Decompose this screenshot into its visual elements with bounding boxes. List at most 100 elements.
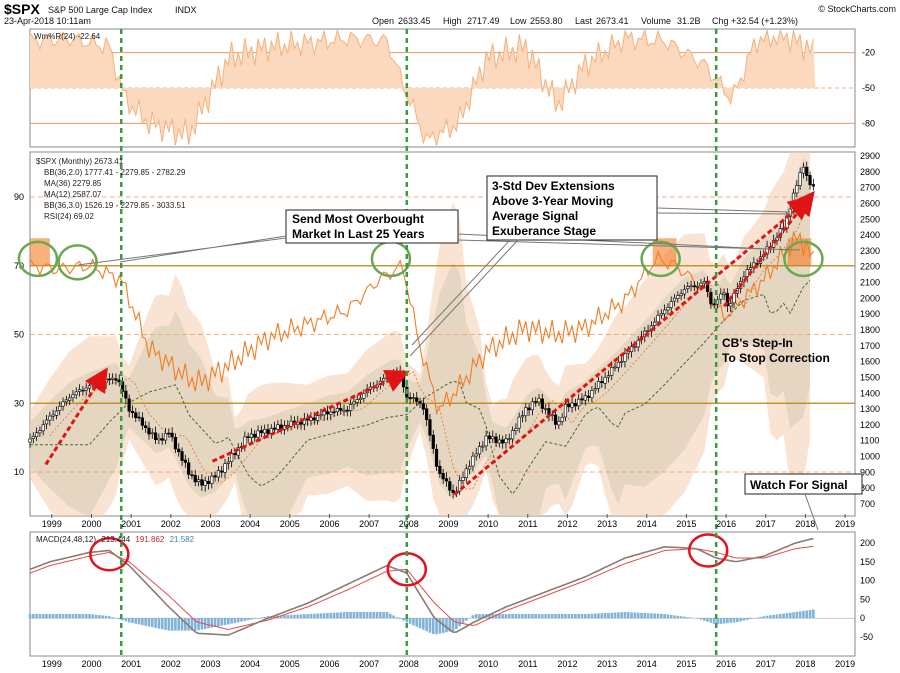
candle-body [299, 421, 303, 425]
candle-body [672, 297, 677, 302]
macd-hist-bar [607, 612, 610, 619]
macd-hist-bar [564, 614, 567, 619]
candle-body [177, 448, 181, 453]
index-name: S&P 500 Large Cap Index [48, 5, 153, 15]
macd-hist-bar [260, 617, 263, 619]
low-label: Low [510, 16, 527, 26]
macd-hist-bar [121, 618, 124, 621]
macd-hist-bar [167, 618, 171, 631]
macd-hist-bar [683, 616, 686, 619]
rsi-peak-circle [640, 240, 681, 278]
stockcharts-watermark: © StockCharts.com [818, 4, 896, 14]
year-tick-price: 2000 [81, 519, 101, 529]
candle-body [256, 430, 260, 438]
macd-hist-bar [279, 615, 283, 619]
candle-body [233, 453, 237, 456]
macd-hist-bar [669, 614, 673, 619]
year-tick-macd: 2011 [518, 659, 537, 669]
macd-hist-bar [676, 615, 680, 619]
last-label: Last [575, 16, 593, 26]
candle-body [418, 401, 422, 404]
year-tick-macd: 2004 [240, 659, 260, 669]
overbought-pointer [77, 235, 287, 266]
candle-body [606, 375, 611, 378]
candle-body [87, 385, 92, 389]
candle-body [173, 437, 178, 450]
trend-arrow [453, 195, 813, 496]
candle-body [150, 432, 154, 435]
candle-body [425, 408, 429, 421]
macd-hist-bar [590, 613, 594, 619]
macd-hist-bar [299, 614, 303, 619]
macd-hist-bar [574, 614, 577, 619]
macd-hist-bar [732, 618, 736, 623]
macd-hist-bar [395, 617, 399, 619]
candle-body [77, 389, 82, 392]
macd-hist-bar [765, 615, 769, 619]
macd-hist-bar [650, 613, 653, 619]
candle-body [765, 246, 769, 255]
macd-hist-bar [326, 613, 329, 619]
macd-hist-bar [170, 618, 174, 631]
year-tick-price: 2016 [716, 519, 736, 529]
candle-body [335, 408, 339, 413]
rsi-tick: 10 [14, 467, 24, 477]
candle-body [732, 292, 736, 304]
macd-hist-bar [316, 613, 319, 619]
macd-hist-bar [521, 614, 524, 619]
macd-hist-bar [610, 612, 614, 619]
macd-hist-bar [514, 614, 518, 619]
year-tick-price: 2003 [200, 519, 220, 529]
candle-body [573, 403, 577, 407]
macd-hist-bar [478, 614, 481, 619]
macd-hist-bar [550, 614, 554, 619]
macd-hist-bar [213, 618, 217, 627]
macd-hist-bar [147, 618, 151, 627]
ma36-line [30, 280, 811, 495]
candle-body [745, 269, 749, 277]
year-tick-price: 2002 [161, 519, 181, 529]
macd-hist-bar [250, 618, 253, 620]
exchange: INDX [175, 5, 197, 15]
macd-hist-bar [633, 612, 637, 619]
candle-body [553, 414, 558, 425]
price-tick: 1000 [860, 452, 880, 462]
candle-body [101, 383, 105, 385]
macd-hist-bar [45, 614, 48, 619]
candle-body [111, 377, 115, 380]
macd-hist-bar [438, 618, 442, 634]
annotation-overbought: Send Most Overbought Market In Last 25 Y… [77, 209, 801, 266]
macd-hist-bar [498, 614, 501, 619]
year-tick-price: 2017 [756, 519, 776, 529]
price-tick: 1100 [860, 436, 879, 446]
macd-hist-bar [88, 614, 91, 619]
candle-body [666, 307, 670, 311]
macd-hist-bar [306, 614, 309, 619]
year-tick-price: 1999 [42, 519, 62, 529]
candle-body [315, 415, 320, 421]
candle-body [58, 405, 62, 411]
macd-hist-bar [91, 614, 95, 619]
candle-body [623, 353, 627, 362]
macd-hist-bar [425, 618, 428, 632]
candle-body [355, 399, 359, 403]
candle-body [104, 378, 108, 384]
price-tick: 1200 [860, 420, 880, 430]
year-tick-price: 2005 [280, 519, 300, 529]
year-tick-macd: 2018 [795, 659, 815, 669]
macd-hist-bar [336, 612, 339, 619]
macd-hist-bar [243, 618, 247, 621]
macd-hist-bar [745, 618, 749, 620]
cb-line-2: To Stop Correction [722, 351, 830, 365]
candle-body [517, 416, 521, 429]
candle-body [722, 292, 726, 295]
macd-hist-bar [207, 618, 210, 629]
candle-body [686, 286, 690, 289]
macd-hist-bar [795, 611, 799, 619]
macd-hist-bar [716, 618, 719, 625]
candle-body [216, 470, 221, 478]
candle-body [428, 419, 432, 436]
macd-hist-bar [445, 618, 448, 633]
macd-hist-bar [567, 614, 571, 619]
macd-hist-bar [696, 618, 699, 619]
